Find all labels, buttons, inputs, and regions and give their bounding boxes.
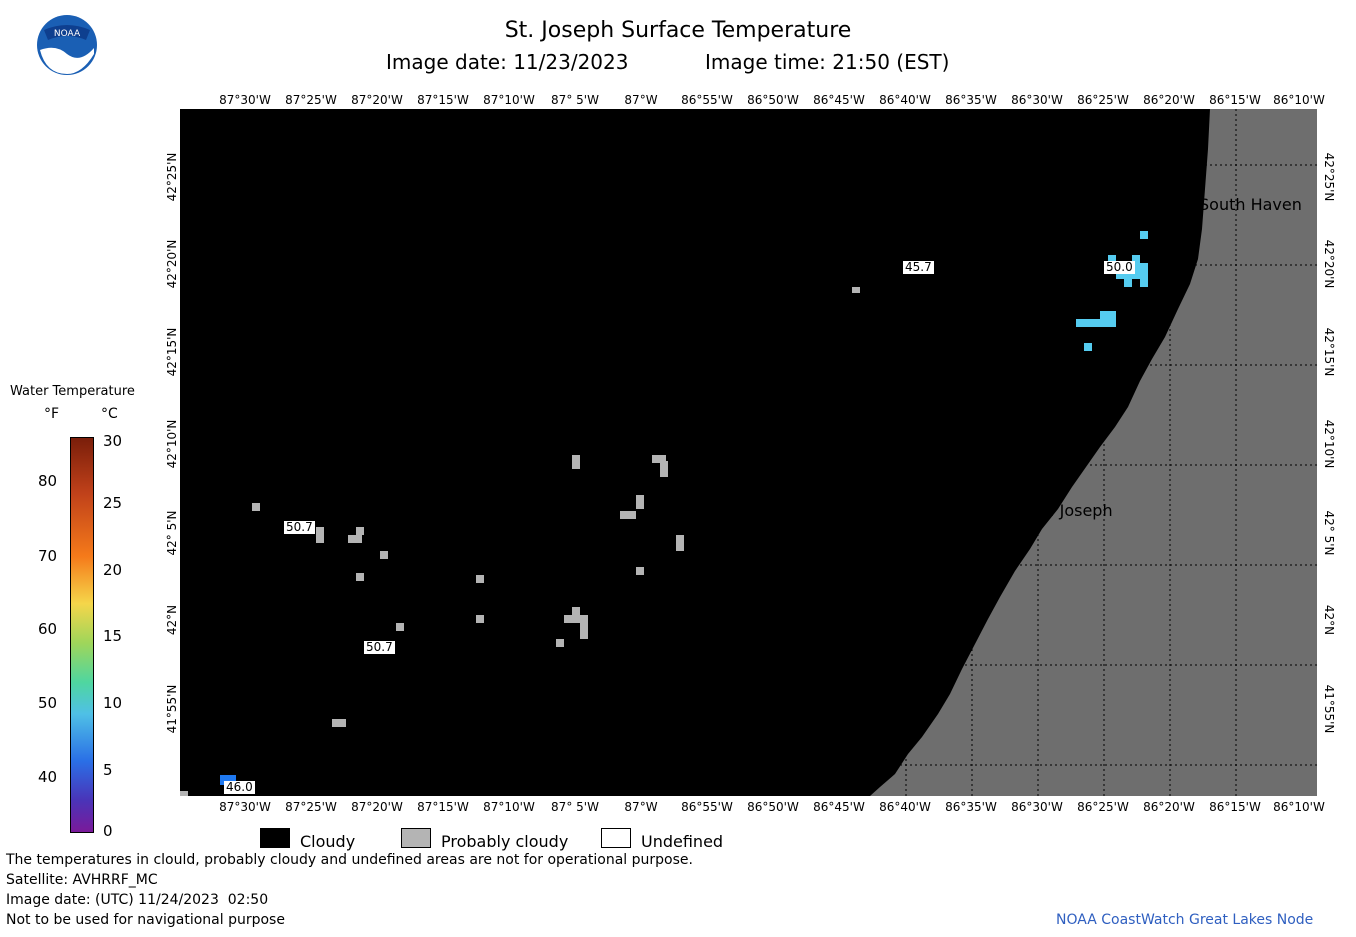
lat-label: 42°N — [1322, 604, 1336, 636]
legend-c-tick: 30 — [103, 432, 123, 450]
footer-credit: NOAA CoastWatch Great Lakes Node — [1056, 912, 1314, 928]
lon-label: 87° 5'W — [551, 93, 599, 107]
city-label-south-haven: South Haven — [1199, 195, 1302, 214]
lon-label: 86°35'W — [945, 800, 997, 814]
lon-label: 86°25'W — [1077, 93, 1129, 107]
lat-label: 42°20'N — [165, 239, 179, 289]
legend-f-tick: 70 — [38, 547, 58, 565]
key-undefined-swatch — [601, 828, 631, 848]
lat-label: 42°25'N — [1322, 152, 1336, 202]
lat-label: 42°10'N — [1322, 419, 1336, 469]
south-haven-dot — [1190, 185, 1200, 195]
legend-c-tick: 5 — [103, 761, 113, 779]
lat-label: 42°10'N — [165, 419, 179, 469]
lon-label: 86°45'W — [813, 93, 865, 107]
legend-f-tick: 50 — [38, 694, 58, 712]
lon-label: 86°10'W — [1273, 93, 1325, 107]
lon-label: 86°15'W — [1209, 93, 1261, 107]
noaa-logo: NOAA — [36, 14, 98, 76]
logo-text: NOAA — [54, 29, 81, 39]
image-time: Image time: 21:50 (EST) — [705, 50, 950, 74]
land — [870, 109, 1317, 796]
lon-label: 87°W — [624, 800, 658, 814]
temp-label: 50.7 — [364, 640, 395, 654]
legend-c-tick: 10 — [103, 694, 123, 712]
lon-label: 86°30'W — [1011, 93, 1063, 107]
legend-title: Water Temperature — [10, 384, 135, 399]
legend-f-tick: 80 — [38, 472, 58, 490]
lat-label: 42° 5'N — [165, 510, 179, 556]
footer-disclaimer: The temperatures in clould, probably clo… — [6, 852, 693, 868]
lon-label: 87°25'W — [285, 93, 337, 107]
lat-label: 42°25'N — [165, 152, 179, 202]
lon-label: 87°30'W — [219, 800, 271, 814]
lon-label: 87°20'W — [351, 93, 403, 107]
lat-label: 42°N — [165, 604, 179, 636]
legend-unit-f: °F — [44, 406, 60, 422]
legend-f-tick: 60 — [38, 620, 58, 638]
legend-c-tick: 0 — [103, 822, 113, 840]
lon-label: 86°40'W — [879, 800, 931, 814]
lon-label: 86°40'W — [879, 93, 931, 107]
lon-label: 86°55'W — [681, 93, 733, 107]
lon-label: 87°10'W — [483, 800, 535, 814]
legend-c-tick: 25 — [103, 494, 123, 512]
map — [180, 109, 1317, 796]
temp-label: 50.7 — [284, 520, 315, 534]
key-cloudy-label: Cloudy — [300, 832, 356, 851]
lon-label: 86°20'W — [1143, 800, 1195, 814]
lon-label: 86°30'W — [1011, 800, 1063, 814]
key-undefined-label: Undefined — [641, 832, 724, 851]
lat-label: 42°20'N — [1322, 239, 1336, 289]
lat-label: 41°55'N — [165, 684, 179, 734]
image-date: Image date: 11/23/2023 — [386, 50, 629, 74]
lon-label: 86°55'W — [681, 800, 733, 814]
lat-label: 42°15'N — [1322, 327, 1336, 377]
lon-label: 86°50'W — [747, 93, 799, 107]
st-joseph-dot — [1031, 485, 1041, 495]
lon-label: 86°10'W — [1273, 800, 1325, 814]
probably-cloudy-pixels — [180, 287, 860, 796]
lat-label: 42°15'N — [165, 327, 179, 377]
lon-label: 86°35'W — [945, 93, 997, 107]
lon-label: 87°15'W — [417, 800, 469, 814]
lon-label: 86°50'W — [747, 800, 799, 814]
lon-label: 87°W — [624, 93, 658, 107]
lon-label: 87°30'W — [219, 93, 271, 107]
key-probably-cloudy-swatch — [401, 828, 431, 848]
legend-unit-c: °C — [101, 406, 118, 422]
lat-label: 41°55'N — [1322, 684, 1336, 734]
page-title: St. Joseph Surface Temperature — [504, 18, 852, 43]
map-svg — [180, 109, 1317, 796]
key-cloudy-swatch — [260, 828, 290, 848]
lon-label: 86°15'W — [1209, 800, 1261, 814]
lon-label: 86°20'W — [1143, 93, 1195, 107]
lat-label: 42° 5'N — [1322, 510, 1336, 556]
legend-f-tick: 40 — [38, 768, 58, 786]
lon-label: 87°25'W — [285, 800, 337, 814]
lon-label: 86°25'W — [1077, 800, 1129, 814]
lon-label: 87° 5'W — [551, 800, 599, 814]
lon-label: 87°20'W — [351, 800, 403, 814]
lon-label: 87°15'W — [417, 93, 469, 107]
colorbar — [70, 437, 94, 833]
footer-satellite: Satellite: AVHRRF_MC — [6, 872, 158, 888]
lon-label: 86°45'W — [813, 800, 865, 814]
city-label-st-joseph: St. Joseph — [1033, 501, 1113, 520]
temp-label: 50.0 — [1104, 260, 1135, 274]
temp-label: 45.7 — [903, 260, 934, 274]
legend-c-tick: 20 — [103, 561, 123, 579]
cold-water-pixel — [220, 775, 236, 785]
footer-image-date: Image date: (UTC) 11/24/2023 02:50 — [6, 892, 269, 908]
temp-label: 46.0 — [224, 780, 255, 794]
legend-c-tick: 15 — [103, 627, 123, 645]
footer-navigation-note: Not to be used for navigational purpose — [6, 912, 285, 928]
lon-label: 87°10'W — [483, 93, 535, 107]
key-probably-cloudy-label: Probably cloudy — [441, 832, 569, 851]
